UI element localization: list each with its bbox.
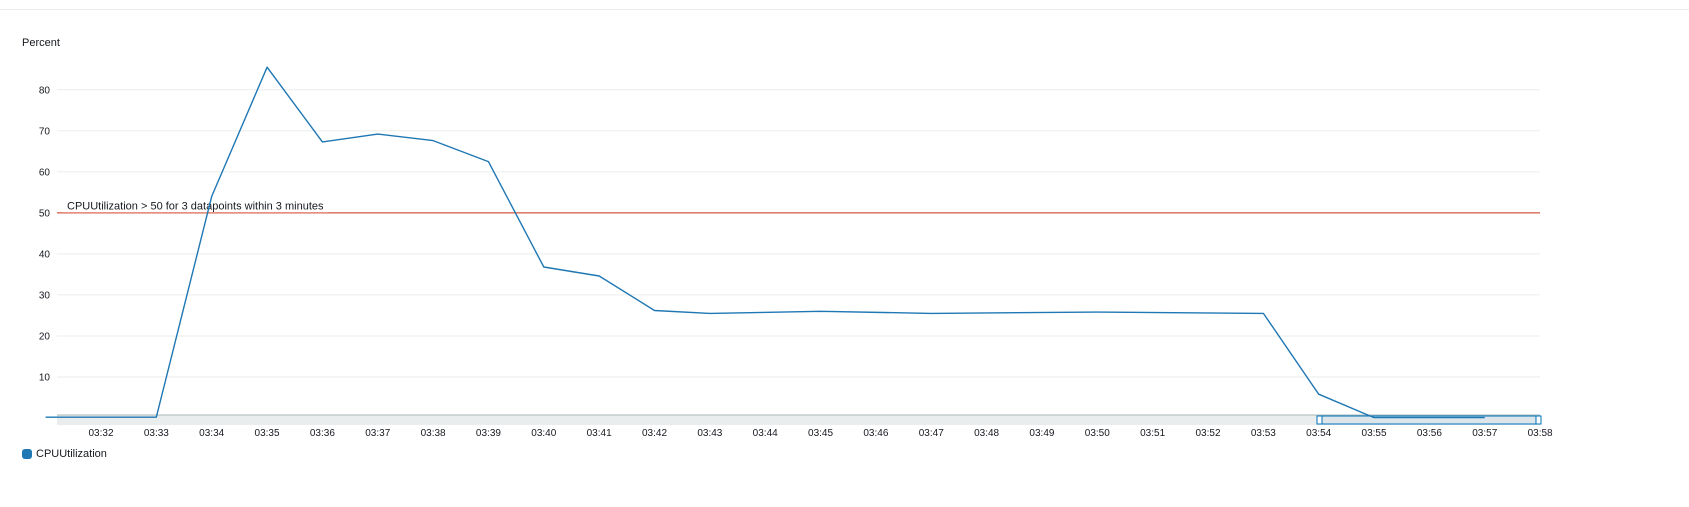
chart-legend: CPUUtilization	[22, 448, 107, 460]
x-tick-label: 03:55	[1362, 428, 1387, 439]
time-scrubber-track[interactable]	[57, 415, 1540, 425]
x-tick-label: 03:51	[1140, 428, 1165, 439]
x-tick-label: 03:43	[697, 428, 722, 439]
x-tick-labels: 03:32 03:33 03:34 03:35 03:36 03:37 03:38 03:39…	[88, 428, 1553, 439]
x-tick-label: 03:42	[642, 428, 667, 439]
series-line-cpuutilization[interactable]	[45, 66, 1485, 419]
y-tick-label: 30	[39, 290, 51, 301]
x-tick-label: 03:35	[255, 428, 280, 439]
x-tick-label: 03:52	[1195, 428, 1220, 439]
x-tick-label: 03:46	[863, 428, 888, 439]
x-tick-label: 03:48	[974, 428, 999, 439]
x-tick-label: 03:58	[1528, 428, 1553, 439]
y-tick-label: 50	[39, 208, 51, 219]
x-tick-label: 03:54	[1306, 428, 1331, 439]
time-range-selector[interactable]	[1316, 415, 1542, 425]
y-tick-label: 10	[39, 372, 51, 383]
legend-label-cpuutilization[interactable]: CPUUtilization	[36, 448, 107, 460]
x-tick-label: 03:38	[421, 428, 446, 439]
x-tick-label: 03:45	[808, 428, 833, 439]
y-tick-label: 80	[39, 85, 51, 96]
x-tick-label: 03:53	[1251, 428, 1276, 439]
x-tick-label: 03:33	[144, 428, 169, 439]
series-layer	[45, 66, 1485, 419]
y-tick-label: 60	[39, 167, 51, 178]
x-tick-label: 03:40	[531, 428, 556, 439]
x-tick-label: 03:57	[1472, 428, 1497, 439]
y-tick-label: 70	[39, 126, 51, 137]
x-tick-label: 03:41	[587, 428, 612, 439]
x-tick-label: 03:49	[1029, 428, 1054, 439]
range-handle-right[interactable]	[1535, 415, 1542, 425]
x-tick-label: 03:56	[1417, 428, 1442, 439]
x-tick-label: 03:39	[476, 428, 501, 439]
x-tick-label: 03:32	[88, 428, 113, 439]
range-handle-left[interactable]	[1316, 415, 1323, 425]
x-tick-label: 03:36	[310, 428, 335, 439]
legend-swatch-cpuutilization	[22, 449, 32, 459]
y-tick-labels: 10 20 30 40 50 60 70 80	[39, 85, 51, 383]
alarm-threshold-label: CPUUtilization > 50 for 3 datapoints wit…	[67, 200, 324, 212]
x-tick-label: 03:50	[1085, 428, 1110, 439]
y-axis-unit-label: Percent	[22, 37, 60, 49]
y-tick-label: 40	[39, 249, 51, 260]
x-tick-label: 03:47	[919, 428, 944, 439]
x-tick-label: 03:37	[365, 428, 390, 439]
x-tick-label: 03:34	[199, 428, 224, 439]
x-tick-label: 03:44	[753, 428, 778, 439]
top-divider	[0, 9, 1689, 10]
grid-lines	[57, 89, 1540, 378]
alarm-threshold-label-bg	[62, 199, 329, 213]
y-tick-label: 20	[39, 331, 51, 342]
